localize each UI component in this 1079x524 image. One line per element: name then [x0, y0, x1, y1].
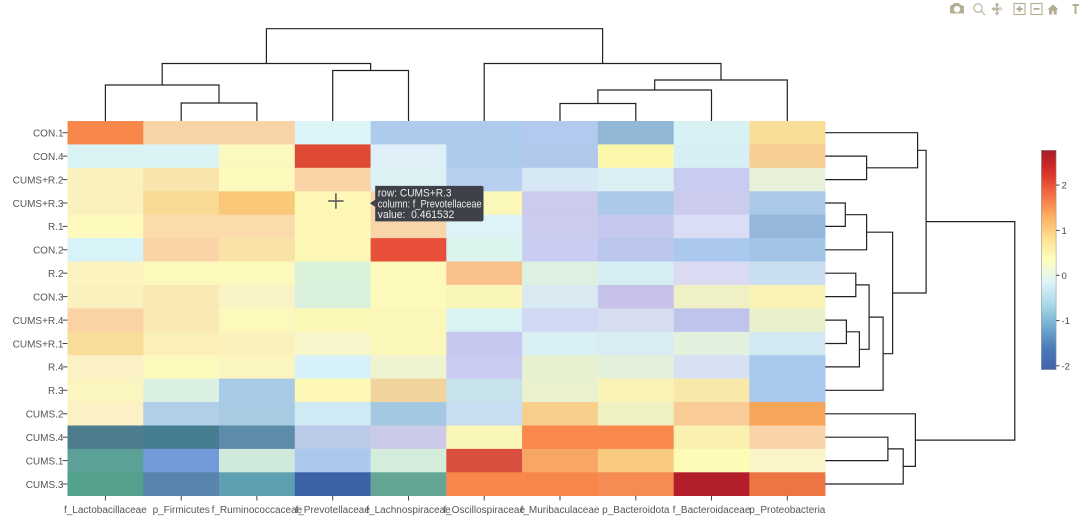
- svg-text:R.1: R.1: [48, 222, 64, 233]
- svg-text:CON.1: CON.1: [33, 129, 64, 140]
- svg-text:f_Lachnospiraceae: f_Lachnospiraceae: [366, 505, 451, 516]
- svg-text:f_Bacteroidaceae: f_Bacteroidaceae: [673, 505, 751, 516]
- svg-text:CUMS.3: CUMS.3: [26, 480, 64, 491]
- svg-text:column: f_Prevotellaceae: column: f_Prevotellaceae: [378, 198, 482, 210]
- svg-text:CUMS.1: CUMS.1: [26, 456, 64, 467]
- svg-text:f_Oscillospiraceae: f_Oscillospiraceae: [443, 505, 525, 516]
- svg-text:value: 0.461532: value: 0.461532: [378, 209, 454, 221]
- svg-text:row: CUMS+R.3: row: CUMS+R.3: [378, 188, 452, 200]
- svg-text:CUMS+R.3: CUMS+R.3: [13, 199, 64, 210]
- svg-text:f_Lactobacillaceae: f_Lactobacillaceae: [64, 505, 147, 516]
- svg-text:f_Prevotellaceae: f_Prevotellaceae: [295, 505, 370, 516]
- svg-text:f_Muribaculaceae: f_Muribaculaceae: [521, 505, 600, 516]
- svg-text:R.3: R.3: [48, 386, 64, 397]
- svg-text:CUMS+R.2: CUMS+R.2: [13, 175, 64, 186]
- svg-text:CUMS.2: CUMS.2: [26, 410, 64, 421]
- svg-text:p_Firmicutes: p_Firmicutes: [153, 505, 210, 516]
- svg-text:p_Bacteroidota: p_Bacteroidota: [602, 505, 670, 516]
- svg-text:1: 1: [1062, 226, 1067, 237]
- svg-text:-2: -2: [1062, 361, 1070, 372]
- svg-text:CON.4: CON.4: [33, 152, 64, 163]
- svg-text:-1: -1: [1062, 316, 1070, 327]
- svg-text:2: 2: [1062, 181, 1067, 192]
- svg-text:CUMS+R.1: CUMS+R.1: [13, 339, 64, 350]
- svg-text:CON.3: CON.3: [33, 292, 64, 303]
- svg-text:f_Ruminococcaceae: f_Ruminococcaceae: [212, 505, 303, 516]
- svg-text:p_Proteobacteria: p_Proteobacteria: [749, 505, 826, 516]
- svg-text:CUMS+R.4: CUMS+R.4: [13, 316, 64, 327]
- svg-text:R.2: R.2: [48, 269, 64, 280]
- svg-text:CUMS.4: CUMS.4: [26, 433, 64, 444]
- svg-text:R.4: R.4: [48, 363, 64, 374]
- svg-text:0: 0: [1062, 271, 1067, 282]
- svg-text:CON.2: CON.2: [33, 246, 64, 257]
